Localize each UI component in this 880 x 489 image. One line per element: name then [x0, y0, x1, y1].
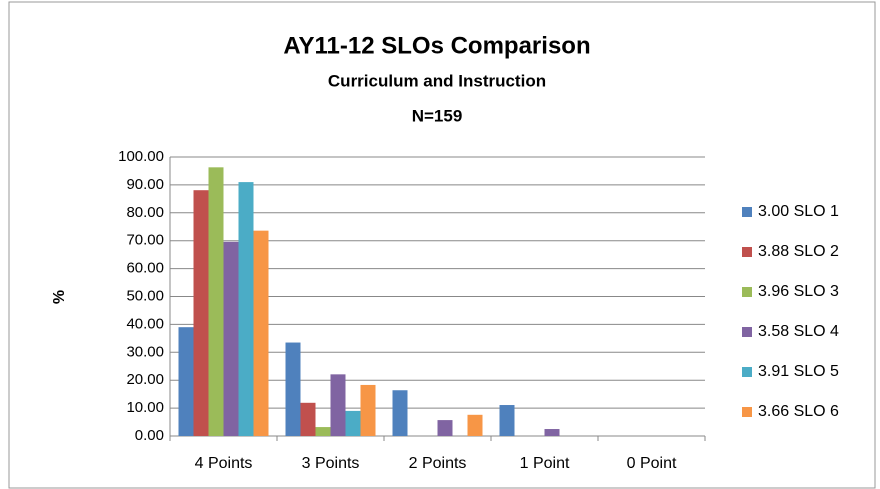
- y-tick-label: 10.00: [126, 399, 164, 416]
- legend-label: 3.66 SLO 6: [758, 403, 839, 420]
- bar: [330, 374, 346, 436]
- legend-swatch: [742, 327, 752, 337]
- y-tick-label: 50.00: [126, 287, 164, 304]
- legend-swatch: [742, 407, 752, 417]
- chart-subtitle: Curriculum and Instruction: [328, 71, 546, 90]
- bar: [223, 241, 239, 436]
- bar: [437, 420, 453, 436]
- y-tick-label: 70.00: [126, 232, 164, 249]
- bar: [467, 414, 483, 436]
- bar: [238, 182, 254, 436]
- bar: [193, 190, 209, 436]
- legend-swatch: [742, 247, 752, 257]
- y-tick-label: 20.00: [126, 371, 164, 388]
- bar: [208, 167, 224, 436]
- legend-label: 3.00 SLO 1: [758, 203, 839, 220]
- y-axis-label: %: [51, 290, 68, 304]
- legend-swatch: [742, 207, 752, 217]
- chart-note: N=159: [412, 106, 463, 125]
- chart-title: AY11-12 SLOs Comparison: [283, 32, 590, 59]
- bar: [499, 405, 515, 436]
- y-tick-label: 40.00: [126, 315, 164, 332]
- y-tick-label: 100.00: [118, 148, 164, 165]
- x-tick-label: 0 Point: [627, 455, 677, 472]
- x-tick-label: 1 Point: [520, 455, 570, 472]
- y-tick-label: 80.00: [126, 204, 164, 221]
- x-tick-label: 2 Points: [409, 455, 467, 472]
- legend-swatch: [742, 367, 752, 377]
- y-tick-label: 0.00: [135, 427, 164, 444]
- x-tick-label: 4 Points: [195, 455, 253, 472]
- bar: [392, 390, 408, 436]
- bar: [178, 327, 194, 436]
- legend-label: 3.88 SLO 2: [758, 243, 839, 260]
- y-tick-label: 60.00: [126, 260, 164, 277]
- bar: [315, 427, 331, 436]
- bar: [345, 410, 361, 436]
- legend-label: 3.58 SLO 4: [758, 323, 839, 340]
- legend-label: 3.91 SLO 5: [758, 363, 839, 380]
- bar: [544, 429, 560, 436]
- legend-swatch: [742, 287, 752, 297]
- bar: [253, 230, 269, 436]
- y-tick-label: 30.00: [126, 343, 164, 360]
- legend-label: 3.96 SLO 3: [758, 283, 839, 300]
- chart-frame: [8, 1, 876, 489]
- y-tick-label: 90.00: [126, 176, 164, 193]
- bar: [285, 342, 301, 436]
- x-tick-label: 3 Points: [302, 455, 360, 472]
- bar: [300, 402, 316, 436]
- bar: [360, 384, 376, 436]
